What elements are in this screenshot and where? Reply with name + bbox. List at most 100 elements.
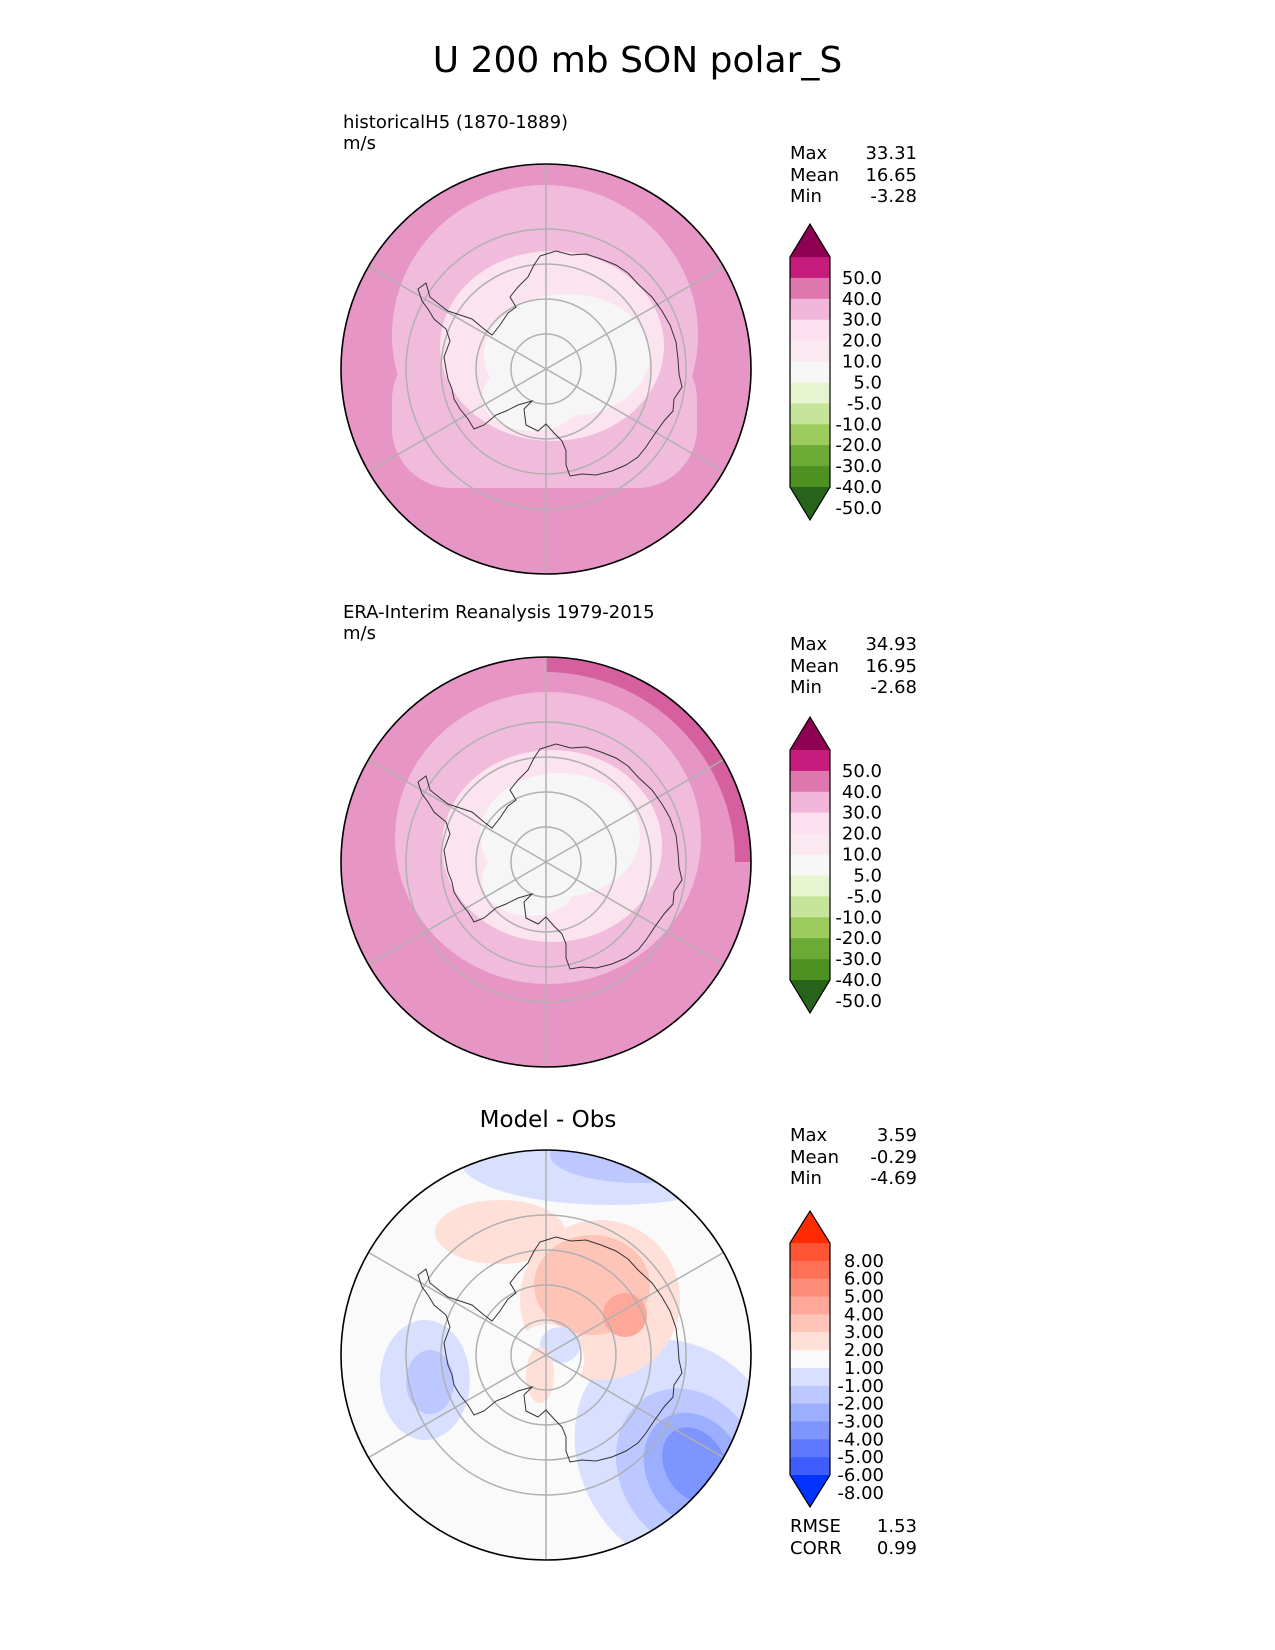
stat-mean-label: Mean	[790, 164, 840, 186]
colorbar-segment	[790, 770, 830, 793]
colorbar-tick-label: -10.0	[835, 414, 882, 435]
colorbar-segment	[790, 1332, 830, 1351]
stat-min-label: Min	[790, 677, 822, 698]
colorbar-segment	[790, 403, 830, 425]
colorbar-tick-label: 6.00	[844, 1269, 884, 1290]
colorbar-tick-label: 20.0	[842, 824, 882, 845]
colorbar-segment	[790, 1385, 830, 1405]
colorbar-tick-label: 4.00	[844, 1304, 884, 1325]
difference-panel-title: Model - Obs	[479, 1107, 617, 1133]
panel2-map	[340, 656, 752, 1068]
rmse-label: RMSE	[790, 1516, 841, 1537]
colorbar-tick-label: -50.0	[835, 991, 882, 1012]
stat-max-label: Max	[790, 143, 828, 164]
panel2-dataset-name: ERA-Interim Reanalysis 1979-2015	[343, 602, 655, 623]
stat-max-label: Max	[790, 634, 828, 655]
stat-min-value: -3.28	[870, 186, 917, 207]
panel2-colorbar: 50.040.030.020.010.05.0-5.0-10.0-20.0-30…	[789, 715, 882, 1015]
colorbar-tick-label: 10.0	[842, 845, 882, 866]
colorbar-segment	[790, 340, 830, 363]
panel1-stats: Max 33.31 Mean 16.65 Min -3.28	[790, 143, 917, 208]
colorbar-tick-label: -50.0	[835, 498, 882, 519]
colorbar-tick-label: 5.00	[844, 1287, 884, 1308]
colorbar-segment	[790, 833, 830, 856]
stat-mean-value: 16.65	[865, 164, 917, 186]
colorbar-tick-label: -40.0	[835, 970, 882, 991]
corr-value: 0.99	[876, 1537, 917, 1559]
stat-min-value: -4.69	[870, 1168, 917, 1189]
colorbar-segment	[790, 382, 830, 404]
colorbar-cap-bottom	[790, 487, 830, 520]
colorbar-tick-label: 50.0	[842, 761, 882, 782]
colorbar-tick-label: -1.00	[837, 1376, 884, 1397]
stat-min-value: -2.68	[870, 677, 917, 698]
colorbar-segment	[790, 896, 830, 918]
colorbar-segment	[790, 466, 830, 488]
panel2-label: ERA-Interim Reanalysis 1979-2015 m/s	[343, 602, 655, 644]
colorbar-tick-label: -5.0	[847, 886, 882, 907]
colorbar-tick-label: -4.00	[837, 1429, 884, 1450]
colorbar-segment	[790, 424, 830, 446]
colorbar-segment	[790, 750, 830, 772]
stat-max-value: 3.59	[876, 1125, 917, 1146]
rmse-value: 1.53	[876, 1516, 917, 1537]
colorbar-tick-label: -20.0	[835, 435, 882, 456]
colorbar-outline	[789, 222, 831, 522]
colorbar-tick-label: 30.0	[842, 310, 882, 331]
colorbar-segment	[790, 445, 830, 467]
colorbar-tick-label: 8.00	[844, 1251, 884, 1272]
colorbar-tick-label: 30.0	[842, 803, 882, 824]
colorbar-segment	[790, 1243, 830, 1262]
colorbar-segment	[790, 1350, 830, 1369]
panel1-colorbar: 50.040.030.020.010.05.0-5.0-10.0-20.0-30…	[789, 222, 882, 522]
colorbar-cap-bottom	[790, 980, 830, 1013]
colorbar-segment	[790, 257, 830, 279]
colorbar-segment	[790, 917, 830, 939]
stat-min-label: Min	[790, 186, 822, 207]
colorbar-tick-label: -10.0	[835, 907, 882, 928]
stat-max-value: 34.93	[865, 634, 917, 655]
colorbar-tick-label: 2.00	[844, 1340, 884, 1361]
colorbar-tick-label: 1.00	[844, 1358, 884, 1379]
colorbar-cap-bottom	[790, 1475, 830, 1507]
colorbar-segment	[790, 875, 830, 897]
colorbar-tick-label: 5.0	[853, 372, 882, 393]
colorbar-segment	[790, 1421, 830, 1440]
colorbar-tick-label: -8.00	[837, 1483, 884, 1504]
panel1-dataset-name: historicalH5 (1870-1889)	[343, 112, 569, 133]
colorbar-tick-label: -6.00	[837, 1465, 884, 1486]
colorbar-outline	[789, 715, 831, 1015]
colorbar-segment	[790, 1367, 830, 1387]
colorbar-tick-label: 5.0	[853, 865, 882, 886]
colorbar-segment	[790, 1314, 830, 1333]
colorbar-segment	[790, 938, 830, 960]
colorbar-segment	[790, 812, 830, 835]
colorbar-tick-label: 20.0	[842, 331, 882, 352]
colorbar-tick-label: 40.0	[842, 782, 882, 803]
stat-mean-label: Mean	[790, 1146, 840, 1168]
colorbar-segment	[790, 791, 830, 814]
panel1-map	[340, 163, 752, 575]
colorbar-tick-label: 10.0	[842, 352, 882, 373]
colorbar-tick-label: -5.00	[837, 1447, 884, 1468]
colorbar-tick-label: -20.0	[835, 928, 882, 949]
stat-max-label: Max	[790, 1125, 828, 1146]
colorbar-cap-top	[790, 1211, 830, 1243]
colorbar-tick-label: -3.00	[837, 1411, 884, 1432]
colorbar-tick-label: -2.00	[837, 1394, 884, 1415]
colorbar-segment	[790, 361, 830, 383]
panel1-label: historicalH5 (1870-1889) m/s	[343, 112, 568, 154]
figure-title: U 200 mb SON polar_S	[432, 40, 843, 81]
colorbar-tick-label: -5.0	[847, 393, 882, 414]
colorbar-segment	[790, 298, 830, 321]
stat-max-value: 33.31	[865, 143, 917, 164]
colorbar-segment	[790, 319, 830, 342]
stat-mean-label: Mean	[790, 655, 840, 677]
colorbar-segment	[790, 1403, 830, 1422]
colorbar-segment	[790, 1278, 830, 1298]
panel3-metrics: RMSE 1.53 CORR 0.99	[790, 1516, 917, 1559]
colorbar-tick-label: -30.0	[835, 949, 882, 970]
colorbar-outline	[789, 1209, 831, 1509]
colorbar-segment	[790, 854, 830, 876]
